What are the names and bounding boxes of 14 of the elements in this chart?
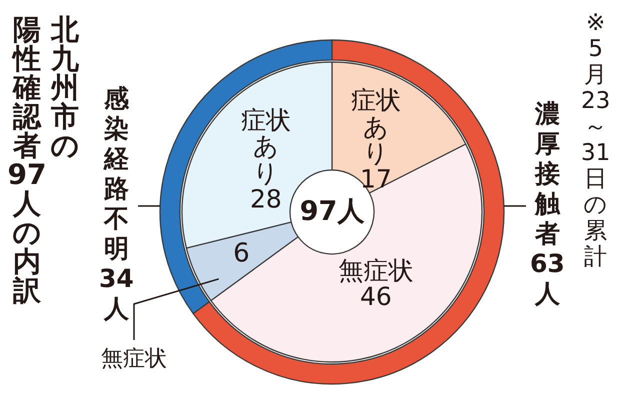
data-label: 6	[233, 238, 250, 269]
slice-label: 無症状	[338, 255, 414, 284]
slice-label: 無症状	[101, 346, 167, 372]
text: 陽性確認者97人の内訳	[8, 13, 46, 307]
slice-label: 濃厚接触者	[534, 99, 560, 248]
text: ※5月23～31日の累計	[581, 10, 610, 270]
data-label: 46	[360, 282, 392, 311]
slice-label: 感染経路不明	[104, 84, 129, 263]
data-label: 17	[359, 164, 393, 194]
slice-label: 症状あり	[350, 86, 401, 168]
text: 97人	[300, 196, 364, 228]
text: 北九州市の	[50, 13, 80, 162]
data-label: 63人	[530, 249, 565, 308]
data-label: 34人	[99, 264, 134, 323]
